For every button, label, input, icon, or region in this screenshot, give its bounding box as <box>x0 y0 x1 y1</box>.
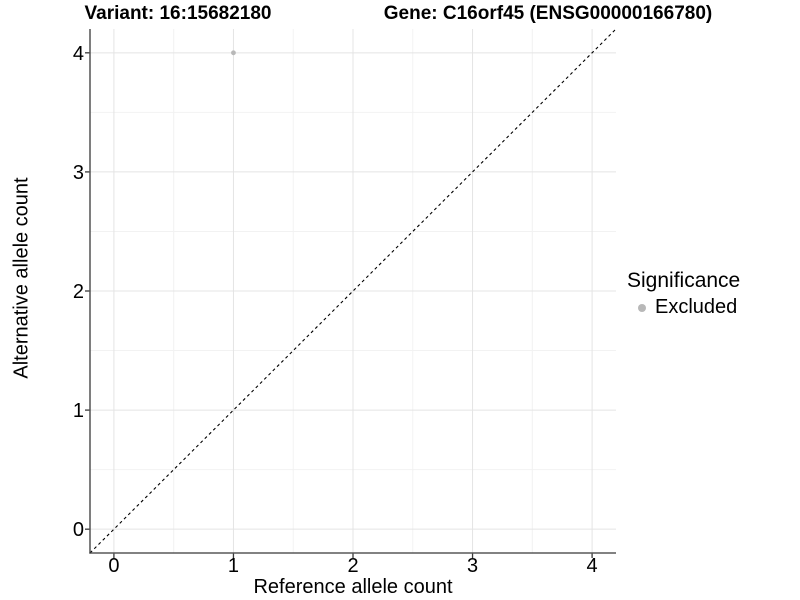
x-tick-label: 1 <box>228 555 239 577</box>
data-point <box>231 50 236 56</box>
legend-item-excluded: Excluded <box>638 296 740 319</box>
legend-point-icon <box>638 303 646 312</box>
x-tick-label: 3 <box>467 555 478 577</box>
legend-title: Significance <box>627 269 741 292</box>
gene-title: Gene: C16orf45 (ENSG00000166780) <box>383 3 713 24</box>
y-tick-label: 1 <box>73 400 84 422</box>
y-axis-label: Alternative allele count <box>10 177 33 379</box>
legend-item-label: Excluded <box>655 296 738 318</box>
y-tick-label: 2 <box>73 281 84 303</box>
x-tick-label: 2 <box>347 555 358 577</box>
identity-dashed-line <box>89 28 617 554</box>
variant-title: Variant: 16:15682180 <box>84 3 272 24</box>
y-tick-label: 0 <box>73 519 84 541</box>
x-tick-label: 0 <box>108 555 119 577</box>
x-tick-label: 4 <box>587 555 598 577</box>
legend: Significance Excluded <box>627 269 740 319</box>
y-tick-label: 3 <box>73 162 84 184</box>
x-axis-label: Reference allele count <box>253 576 453 598</box>
y-tick-label: 4 <box>73 43 84 65</box>
